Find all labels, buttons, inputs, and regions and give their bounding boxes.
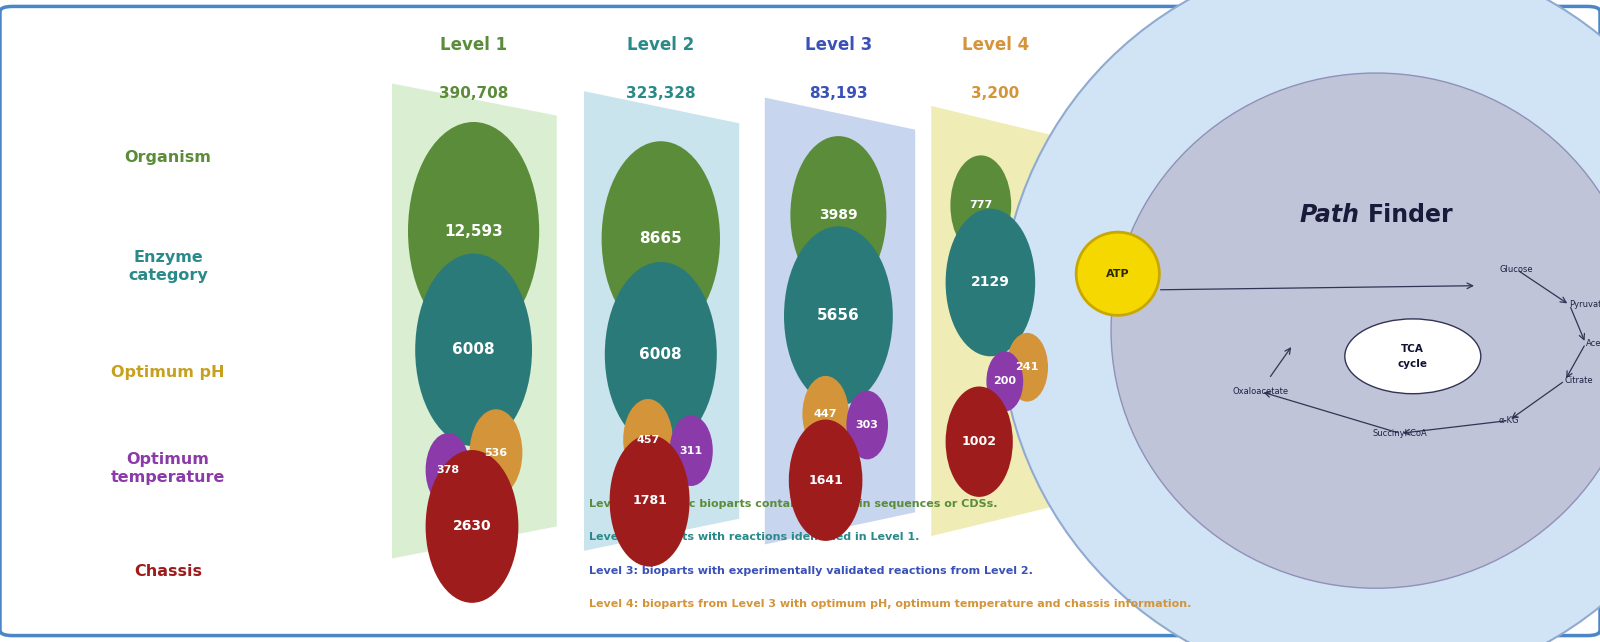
Text: Enzyme
category: Enzyme category [128,250,208,282]
Text: 241: 241 [1016,362,1038,372]
Text: Acetyl-CoA: Acetyl-CoA [1586,339,1600,348]
Text: Level 1: Level 1 [440,36,507,54]
Text: Level 2: Level 2 [627,36,694,54]
Text: 390,708: 390,708 [438,85,509,101]
Text: 378: 378 [437,465,459,475]
Text: 3989: 3989 [819,208,858,222]
Text: TCA: TCA [1402,343,1424,354]
Text: Organism: Organism [125,150,211,165]
Ellipse shape [950,155,1011,256]
Ellipse shape [784,226,893,406]
Ellipse shape [846,390,888,460]
Text: Pyruvate: Pyruvate [1570,300,1600,309]
Ellipse shape [470,410,523,496]
Text: 536: 536 [485,447,507,458]
Text: Level 3: bioparts with experimentally validated reactions from Level 2.: Level 3: bioparts with experimentally va… [589,566,1032,576]
Ellipse shape [670,415,714,486]
Text: α-KG: α-KG [1499,416,1518,425]
Text: Succinyl-CoA: Succinyl-CoA [1373,429,1427,438]
Text: Path: Path [1299,203,1360,227]
Ellipse shape [624,399,672,480]
Text: 2630: 2630 [453,519,491,534]
Text: Level 1: catalytic bioparts containing protein sequences or CDSs.: Level 1: catalytic bioparts containing p… [589,499,997,509]
Text: 1781: 1781 [632,494,667,507]
Ellipse shape [408,122,539,340]
Text: 1641: 1641 [808,474,843,487]
Text: Level 2: bioparts with reactions identified in Level 1.: Level 2: bioparts with reactions identif… [589,532,918,542]
Ellipse shape [802,376,850,452]
Ellipse shape [946,386,1013,497]
Text: 200: 200 [994,376,1016,386]
Text: Level 4: Level 4 [962,36,1029,54]
Text: Glucose: Glucose [1499,265,1534,274]
Text: 8665: 8665 [640,231,682,247]
Ellipse shape [790,136,886,294]
Text: 303: 303 [856,420,878,430]
Ellipse shape [426,450,518,603]
Text: 447: 447 [814,409,837,419]
Text: 6008: 6008 [640,347,682,362]
Text: 457: 457 [637,435,659,445]
Ellipse shape [426,433,470,507]
Polygon shape [765,98,915,544]
Ellipse shape [605,262,717,447]
Text: 311: 311 [680,446,702,456]
Text: Chassis: Chassis [134,564,202,579]
Ellipse shape [1344,319,1482,394]
Text: 83,193: 83,193 [810,85,867,101]
Ellipse shape [1077,232,1160,315]
Text: Optimum
temperature: Optimum temperature [110,453,226,485]
Text: 12,593: 12,593 [445,223,502,239]
Ellipse shape [1000,0,1600,642]
Polygon shape [584,91,739,551]
Text: 5656: 5656 [818,308,859,324]
Ellipse shape [416,254,531,446]
Text: cycle: cycle [1398,359,1427,369]
Text: 1002: 1002 [962,435,997,448]
Text: 777: 777 [970,200,992,211]
Text: ATP: ATP [1106,269,1130,279]
FancyBboxPatch shape [0,6,1600,636]
Ellipse shape [1006,333,1048,402]
Text: Level 3: Level 3 [805,36,872,54]
Ellipse shape [789,420,862,541]
Ellipse shape [1110,73,1600,588]
Text: Citrate: Citrate [1565,376,1594,385]
Text: 323,328: 323,328 [626,85,696,101]
Text: Level 4: bioparts from Level 3 with optimum pH, optimum temperature and chassis : Level 4: bioparts from Level 3 with opti… [589,599,1190,609]
Text: Finder: Finder [1368,203,1454,227]
Ellipse shape [946,209,1035,356]
Ellipse shape [610,435,690,566]
Polygon shape [931,106,1064,536]
Text: 6008: 6008 [453,342,494,358]
Text: 3,200: 3,200 [971,85,1019,101]
Text: 2129: 2129 [971,275,1010,290]
Text: Oxaloacetate: Oxaloacetate [1232,387,1290,396]
Ellipse shape [602,141,720,336]
Polygon shape [392,83,557,559]
Ellipse shape [986,351,1024,412]
Text: Optimum pH: Optimum pH [112,365,224,380]
